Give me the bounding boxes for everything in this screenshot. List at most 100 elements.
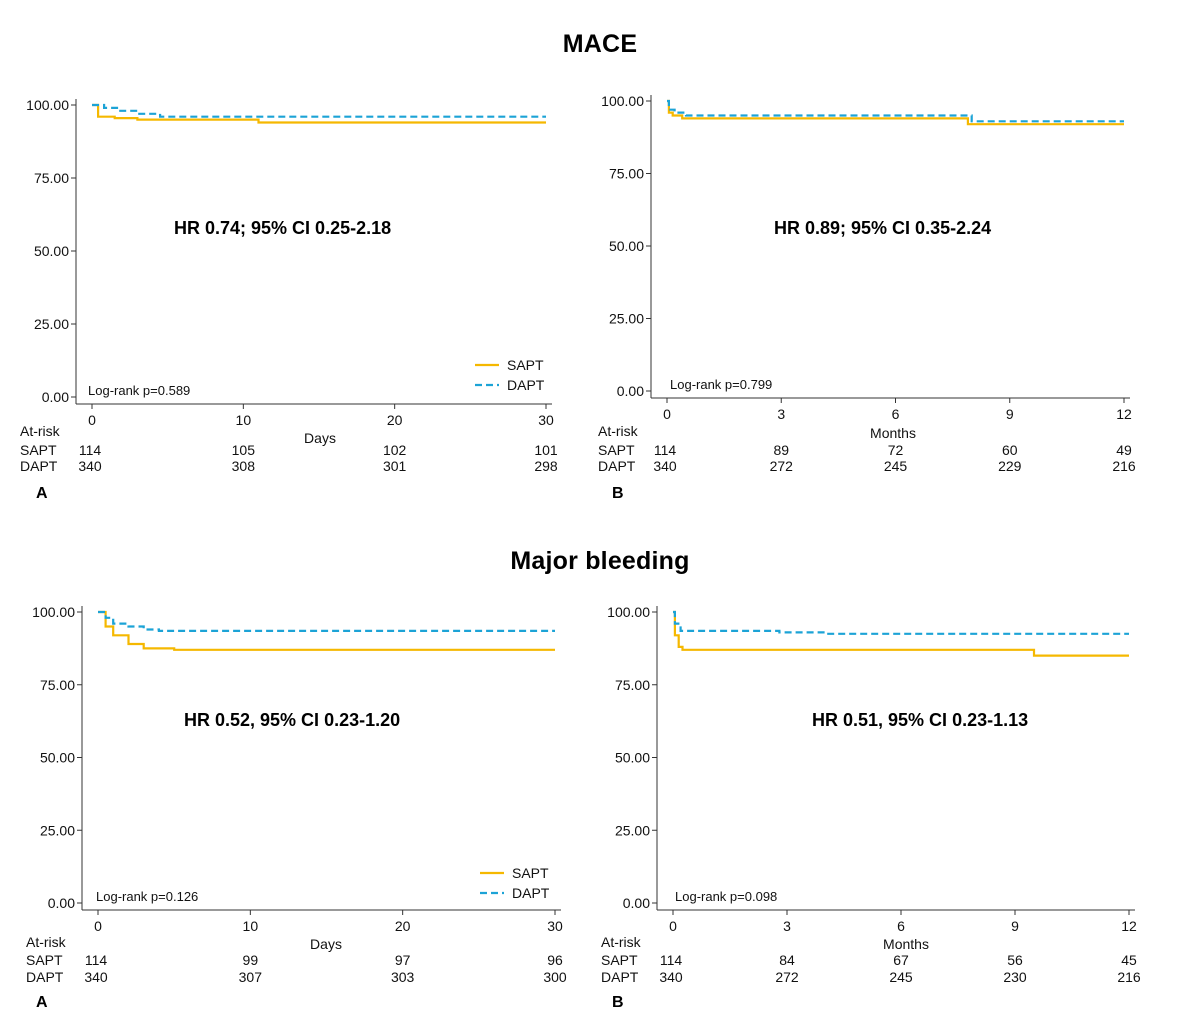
at-risk-row-name: DAPT (598, 458, 636, 474)
y-tick-label: 50.00 (615, 750, 650, 766)
x-tick-label: 10 (236, 412, 252, 428)
at-risk-count: 216 (1112, 458, 1136, 474)
at-risk-header: At-risk (26, 934, 67, 950)
panel-label: B (612, 485, 624, 502)
y-tick-label: 0.00 (617, 383, 644, 399)
at-risk-row-name: DAPT (601, 969, 639, 985)
at-risk-count: 114 (654, 442, 677, 458)
at-risk-count: 340 (78, 458, 102, 474)
x-tick-label: 30 (538, 412, 554, 428)
at-risk-count: 300 (543, 969, 567, 985)
at-risk-count: 340 (659, 969, 683, 985)
at-risk-count: 99 (243, 952, 259, 968)
y-tick-label: 100.00 (26, 97, 69, 113)
logrank-annotation: Log-rank p=0.098 (675, 889, 777, 904)
series-line-sapt (667, 99, 1124, 126)
y-tick-label: 100.00 (32, 604, 75, 620)
y-tick-label: 0.00 (42, 389, 69, 405)
at-risk-count: 308 (232, 458, 256, 474)
x-tick-label: 12 (1121, 918, 1137, 934)
at-risk-count: 84 (779, 952, 795, 968)
y-tick-label: 25.00 (615, 822, 650, 838)
y-tick-label: 75.00 (609, 166, 644, 182)
series-line-dapt (92, 103, 546, 118)
y-tick-label: 25.00 (40, 822, 75, 838)
x-tick-label: 30 (547, 918, 563, 934)
at-risk-header: At-risk (598, 423, 639, 439)
at-risk-count: 105 (232, 442, 256, 458)
x-tick-label: 6 (892, 406, 900, 422)
logrank-annotation: Log-rank p=0.799 (670, 377, 772, 392)
x-tick-label: 9 (1006, 406, 1014, 422)
x-tick-label: 0 (88, 412, 96, 428)
y-tick-label: 100.00 (601, 93, 644, 109)
y-tick-label: 25.00 (34, 316, 69, 332)
at-risk-count: 340 (84, 969, 108, 985)
series-line-dapt (98, 610, 555, 633)
x-axis-label: Days (304, 430, 336, 446)
at-risk-count: 101 (534, 442, 558, 458)
panel-label: A (36, 994, 48, 1011)
x-tick-label: 20 (395, 918, 411, 934)
y-tick-label: 0.00 (623, 895, 650, 911)
series-line-sapt (92, 103, 546, 124)
at-risk-row-name: SAPT (20, 442, 57, 458)
at-risk-count: 102 (383, 442, 407, 458)
at-risk-count: 56 (1007, 952, 1023, 968)
at-risk-count: 216 (1117, 969, 1141, 985)
section-title-major-bleeding: Major bleeding (510, 547, 690, 575)
at-risk-count: 245 (884, 458, 908, 474)
at-risk-count: 303 (391, 969, 415, 985)
at-risk-count: 45 (1121, 952, 1137, 968)
at-risk-header: At-risk (20, 423, 61, 439)
at-risk-count: 307 (239, 969, 263, 985)
hazard-ratio-annotation: HR 0.51, 95% CI 0.23-1.13 (812, 710, 1028, 730)
at-risk-row-name: SAPT (598, 442, 635, 458)
at-risk-row-name: DAPT (26, 969, 64, 985)
at-risk-header: At-risk (601, 934, 642, 950)
section-title-mace: MACE (562, 30, 638, 58)
at-risk-count: 245 (889, 969, 913, 985)
x-tick-label: 0 (663, 406, 671, 422)
at-risk-count: 272 (775, 969, 799, 985)
at-risk-count: 301 (383, 458, 407, 474)
y-tick-label: 50.00 (40, 750, 75, 766)
series-line-sapt (98, 610, 555, 651)
y-tick-label: 50.00 (34, 243, 69, 259)
logrank-annotation: Log-rank p=0.126 (96, 889, 198, 904)
legend-label-sapt: SAPT (512, 865, 549, 881)
panel-label: A (36, 485, 48, 502)
at-risk-count: 114 (79, 442, 102, 458)
at-risk-row-name: DAPT (20, 458, 58, 474)
at-risk-count: 114 (660, 952, 683, 968)
at-risk-count: 230 (1003, 969, 1027, 985)
x-tick-label: 0 (669, 918, 677, 934)
legend-label-sapt: SAPT (507, 357, 544, 373)
at-risk-count: 49 (1116, 442, 1132, 458)
x-tick-label: 20 (387, 412, 403, 428)
legend-label-dapt: DAPT (507, 377, 545, 393)
y-tick-label: 75.00 (34, 170, 69, 186)
y-tick-label: 75.00 (40, 677, 75, 693)
at-risk-count: 229 (998, 458, 1022, 474)
hazard-ratio-annotation: HR 0.74; 95% CI 0.25-2.18 (174, 218, 391, 238)
hazard-ratio-annotation: HR 0.89; 95% CI 0.35-2.24 (774, 218, 991, 238)
x-tick-label: 9 (1011, 918, 1019, 934)
hazard-ratio-annotation: HR 0.52, 95% CI 0.23-1.20 (184, 710, 400, 730)
legend-label-dapt: DAPT (512, 885, 550, 901)
at-risk-count: 340 (653, 458, 677, 474)
panel-label: B (612, 994, 624, 1011)
at-risk-row-name: SAPT (601, 952, 638, 968)
x-axis-label: Months (870, 425, 916, 441)
at-risk-count: 96 (547, 952, 563, 968)
logrank-annotation: Log-rank p=0.589 (88, 383, 190, 398)
at-risk-count: 89 (773, 442, 789, 458)
at-risk-count: 298 (534, 458, 558, 474)
at-risk-row-name: SAPT (26, 952, 63, 968)
at-risk-count: 272 (770, 458, 794, 474)
series-line-dapt (673, 610, 1129, 635)
at-risk-count: 67 (893, 952, 909, 968)
x-tick-label: 3 (777, 406, 785, 422)
